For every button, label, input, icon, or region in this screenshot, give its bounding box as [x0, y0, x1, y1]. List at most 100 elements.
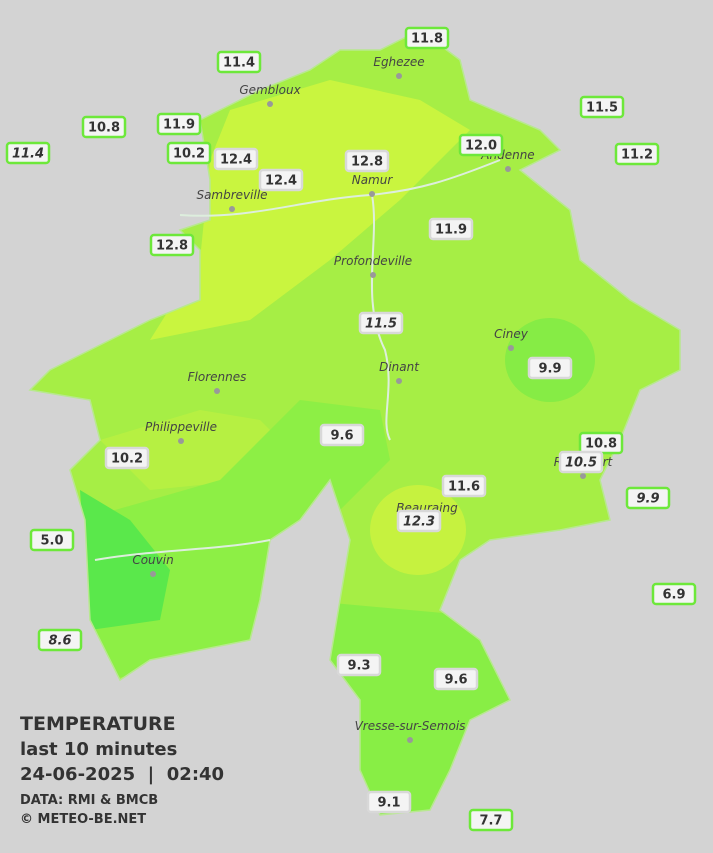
station-value: 7.7	[479, 814, 502, 829]
station: 12.0	[458, 133, 504, 157]
town-dot	[369, 191, 375, 197]
station-value: 5.0	[40, 534, 63, 549]
station-value: 12.4	[220, 153, 252, 168]
station-box	[527, 356, 573, 380]
station: 6.9	[651, 582, 697, 606]
station-box	[468, 808, 514, 832]
station: 9.9	[625, 486, 671, 510]
town-dot	[508, 345, 514, 351]
town-dot	[150, 571, 156, 577]
station-value: 11.2	[621, 148, 653, 163]
station-value: 10.5	[565, 456, 597, 471]
station: 10.2	[166, 141, 212, 165]
town-label: Philippeville	[145, 420, 217, 434]
station-box	[651, 582, 697, 606]
station: 10.2	[104, 446, 150, 470]
station: 11.9	[156, 112, 202, 136]
station-value: 12.8	[351, 155, 383, 170]
station-box	[29, 528, 75, 552]
station: 10.5	[558, 450, 604, 474]
town-label: Profondeville	[334, 254, 412, 268]
station-box	[5, 141, 51, 165]
station-box	[336, 653, 382, 677]
town-dot	[267, 101, 273, 107]
station-box	[441, 474, 487, 498]
station-value: 11.9	[163, 118, 195, 133]
station-box	[404, 26, 450, 50]
station: 11.2	[614, 142, 660, 166]
legend-source: DATA: RMI & BMCB	[20, 793, 158, 808]
town-dot	[214, 388, 220, 394]
station-value: 12.8	[156, 239, 188, 254]
station-value: 10.8	[585, 437, 617, 452]
town-dot	[229, 206, 235, 212]
station: 11.4	[5, 141, 51, 165]
station-box	[614, 142, 660, 166]
river	[94, 539, 271, 561]
station-box	[166, 141, 212, 165]
station-box	[37, 628, 83, 652]
station-box	[104, 446, 150, 470]
station-box	[625, 486, 671, 510]
station: 8.6	[37, 628, 83, 652]
station: 9.6	[319, 423, 365, 447]
station: 11.5	[579, 95, 625, 119]
station-value: 11.6	[448, 480, 480, 495]
station-box	[428, 217, 474, 241]
station-value: 11.5	[586, 101, 618, 116]
town-label: Eghezee	[373, 55, 424, 69]
station: 9.1	[366, 790, 412, 814]
station: 9.9	[527, 356, 573, 380]
town-dot	[370, 272, 376, 278]
station-value: 12.4	[265, 174, 297, 189]
station-value: 10.2	[173, 147, 205, 162]
station-box	[156, 112, 202, 136]
station-value: 11.4	[12, 147, 44, 162]
town-dot	[580, 473, 586, 479]
station-value: 12.3	[403, 515, 435, 530]
legend-copyright: © METEO-BE.NET	[20, 812, 146, 827]
town-dot	[396, 73, 402, 79]
station: 12.8	[149, 233, 195, 257]
station-value: 9.1	[377, 796, 400, 811]
town-label: Namur	[352, 173, 394, 187]
town-label: Dinant	[379, 360, 420, 374]
station-value: 9.6	[330, 429, 353, 444]
town-dot	[178, 438, 184, 444]
station: 12.4	[258, 168, 304, 192]
town-dot	[407, 737, 413, 743]
station-box	[258, 168, 304, 192]
station: 11.9	[428, 217, 474, 241]
station: 11.8	[404, 26, 450, 50]
station-value: 12.0	[465, 139, 497, 154]
station-value: 11.8	[411, 32, 443, 47]
town-label: Vresse-sur-Semois	[355, 719, 466, 733]
station-value: 10.2	[111, 452, 143, 467]
town-label: Ciney	[494, 327, 529, 341]
legend-title: TEMPERATURE	[20, 713, 176, 735]
station: 12.3	[396, 509, 442, 533]
station-box	[149, 233, 195, 257]
station-box	[81, 115, 127, 139]
station-value: 9.3	[347, 659, 370, 674]
town-label: Florennes	[188, 370, 247, 384]
station-box	[396, 509, 442, 533]
town-dot	[505, 166, 511, 172]
station-box	[319, 423, 365, 447]
station-value: 9.9	[636, 492, 659, 507]
station-value: 8.6	[48, 634, 71, 649]
station-box	[216, 50, 262, 74]
station-value: 9.9	[538, 362, 561, 377]
station: 11.6	[441, 474, 487, 498]
station: 12.4	[213, 147, 259, 171]
station-value: 10.8	[88, 121, 120, 136]
station-box	[344, 149, 390, 173]
legend-datetime: 24-06-2025 | 02:40	[20, 764, 224, 785]
station-box	[458, 133, 504, 157]
station: 12.8	[344, 149, 390, 173]
station-box	[558, 450, 604, 474]
station-box	[433, 667, 479, 691]
station: 10.8	[578, 431, 624, 455]
station-box	[213, 147, 259, 171]
